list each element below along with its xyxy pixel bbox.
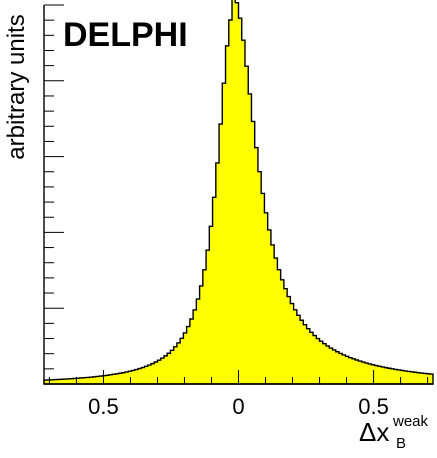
experiment-label: DELPHI xyxy=(63,16,188,54)
x-tick-label: 0.5 xyxy=(88,394,119,419)
y-axis-label: arbitrary units xyxy=(3,14,30,159)
histogram-area xyxy=(43,0,434,385)
x-axis-label: Δx B weak xyxy=(359,413,429,452)
x-axis-label-superscript: weak xyxy=(392,413,429,430)
plot-area: 0.5 0 0.5 xyxy=(43,0,434,419)
x-axis-label-subscript: B xyxy=(396,435,406,452)
x-tick-label: 0.5 xyxy=(358,394,389,419)
x-axis-label-symbol: Δx xyxy=(359,417,389,447)
x-tick-label: 0 xyxy=(232,394,244,419)
